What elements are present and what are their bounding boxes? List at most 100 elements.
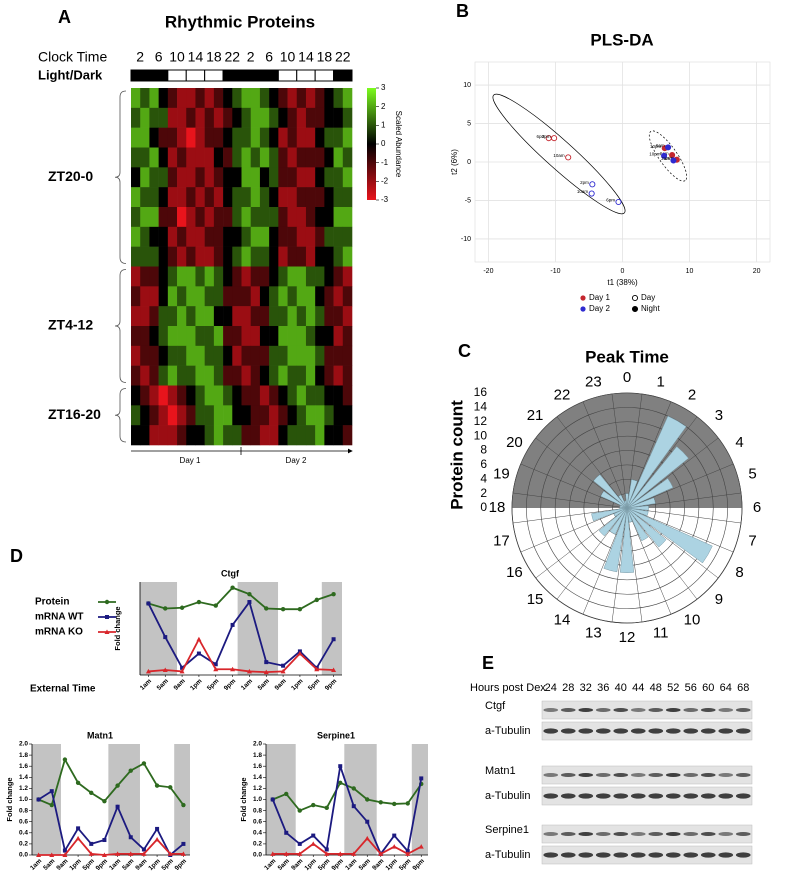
heatmap-cell bbox=[149, 385, 159, 406]
axis-title: t2 (6%) bbox=[450, 149, 459, 175]
heatmap-cell bbox=[278, 147, 288, 168]
line bbox=[271, 765, 423, 856]
blot-band bbox=[578, 832, 594, 836]
heatmap-cell bbox=[324, 425, 334, 446]
blot-band bbox=[613, 793, 629, 799]
marker bbox=[297, 851, 303, 856]
blot-axis-label: Hours post Dex bbox=[470, 682, 546, 694]
heatmap-cell bbox=[167, 147, 178, 168]
heatmap-cell bbox=[315, 226, 325, 247]
x-tick-label: 5am bbox=[257, 678, 271, 692]
blot-band bbox=[700, 708, 716, 712]
marker bbox=[351, 804, 356, 809]
heatmap-cell bbox=[195, 88, 205, 109]
heatmap-cell bbox=[204, 306, 215, 327]
y-tick-label: 0.0 bbox=[253, 852, 262, 859]
heatmap-cell bbox=[204, 167, 215, 188]
heatmap-cell bbox=[232, 286, 242, 307]
marker bbox=[405, 801, 410, 806]
heatmap-cell bbox=[232, 226, 242, 247]
blot-band bbox=[613, 728, 629, 734]
blot-band bbox=[683, 852, 699, 858]
heatmap-cell bbox=[287, 88, 298, 109]
hour-label: 24 bbox=[545, 682, 557, 694]
light-dark-segment bbox=[296, 69, 316, 82]
spoke bbox=[520, 507, 628, 553]
heatmap-cell bbox=[324, 286, 334, 307]
heatmap-cell bbox=[250, 306, 261, 327]
x-tick-label: 1am bbox=[108, 858, 122, 872]
marker bbox=[405, 851, 411, 856]
legend-label: mRNA WT bbox=[35, 612, 84, 623]
heatmap-cell bbox=[204, 226, 215, 247]
heatmap-cell bbox=[241, 365, 252, 386]
heatmap-cell bbox=[213, 226, 224, 247]
heatmap-cell bbox=[324, 365, 334, 386]
heatmap-cell bbox=[186, 207, 196, 228]
heatmap-cell bbox=[241, 226, 252, 247]
x-tick-label: 5pm bbox=[398, 858, 413, 873]
y-tick-label: 0.2 bbox=[19, 841, 28, 848]
group-bracket bbox=[114, 269, 127, 383]
heatmap-cell bbox=[140, 286, 150, 307]
heatmap-cell bbox=[278, 365, 288, 386]
y-tick-label: 1.2 bbox=[19, 785, 28, 792]
heatmap-cell bbox=[158, 365, 169, 386]
marker bbox=[213, 662, 218, 667]
heatmap-cell bbox=[269, 147, 279, 168]
legend-marker bbox=[631, 305, 639, 313]
night-shading bbox=[32, 744, 61, 855]
heatmap-cell bbox=[250, 326, 261, 347]
marker bbox=[392, 801, 397, 807]
x-tick-label: 5am bbox=[277, 858, 291, 872]
heatmap-cell bbox=[204, 147, 215, 168]
heatmap-cell bbox=[287, 306, 298, 327]
blot-band bbox=[560, 773, 576, 777]
x-tick-label: 1am bbox=[344, 858, 358, 872]
polar-bar bbox=[626, 446, 689, 509]
heatmap-cell bbox=[250, 286, 261, 307]
heatmap-cell bbox=[177, 88, 187, 109]
heatmap-cell bbox=[315, 207, 325, 228]
point-label: 2pm bbox=[580, 180, 589, 185]
heatmap-cell bbox=[223, 226, 233, 247]
heatmap-cell bbox=[305, 306, 316, 327]
marker bbox=[101, 852, 107, 857]
marker bbox=[128, 768, 133, 773]
marker bbox=[89, 841, 94, 846]
heatmap-cell bbox=[287, 345, 298, 366]
heatmap-cell bbox=[315, 286, 325, 307]
heatmap-cell bbox=[333, 207, 344, 228]
colorbar-tick-label: -2 bbox=[381, 176, 389, 185]
heatmap-cell bbox=[342, 226, 353, 247]
blot-band bbox=[630, 708, 646, 712]
heatmap-cell bbox=[324, 345, 334, 366]
heatmap-cell bbox=[223, 365, 233, 386]
marker bbox=[88, 851, 94, 856]
heatmap-cell bbox=[278, 187, 288, 208]
category-label: 8 bbox=[735, 564, 743, 581]
row-group-label: ZT4-12 bbox=[48, 317, 93, 333]
x-tick-label: 2 bbox=[136, 49, 144, 65]
heatmap-cell bbox=[232, 207, 242, 228]
heatmap-cell bbox=[324, 405, 334, 426]
heatmap-cell bbox=[213, 405, 224, 426]
heatmap-cell bbox=[158, 187, 169, 208]
heatmap-cell bbox=[204, 266, 215, 287]
light-dark-segment bbox=[167, 69, 187, 82]
category-label: 9 bbox=[715, 591, 723, 608]
heatmap-cell bbox=[223, 147, 233, 168]
blot-band bbox=[648, 832, 664, 836]
heatmap-cell bbox=[333, 107, 344, 128]
marker bbox=[128, 851, 134, 856]
heatmap-cell bbox=[204, 405, 215, 426]
heatmap-cell bbox=[342, 405, 353, 426]
y-tick-label: 1.8 bbox=[253, 752, 262, 759]
heatmap-cell bbox=[324, 88, 334, 109]
heatmap-cell bbox=[287, 147, 298, 168]
marker bbox=[338, 780, 343, 786]
heatmap-cell bbox=[241, 306, 252, 327]
heatmap-cell bbox=[278, 226, 288, 247]
polar-bar bbox=[626, 507, 633, 523]
marker bbox=[155, 826, 160, 831]
